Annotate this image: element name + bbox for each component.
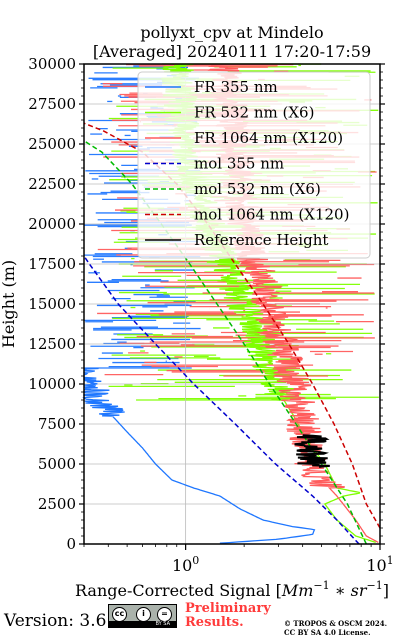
y-tick-label: 22500: [28, 175, 76, 193]
y-tick-label: 5000: [38, 455, 76, 473]
series-reference-height: [294, 434, 330, 469]
x-tick-label: 100: [172, 554, 199, 575]
legend-label: Reference Height: [194, 231, 328, 249]
y-tick-label: 2500: [38, 495, 76, 513]
legend-label: mol 355 nm: [194, 155, 284, 173]
cc-icon: cc: [112, 607, 127, 622]
x-axis-label: Range-Corrected Signal [Mm−1 ∗ sr−1]: [75, 579, 389, 600]
chart-title: pollyxt_cpv at Mindelo: [140, 23, 323, 42]
y-tick-label: 7500: [38, 415, 76, 433]
series-mol-355-nm: [83, 255, 360, 545]
chart-subtitle: [Averaged] 20240111 17:20-17:59: [93, 42, 371, 61]
chart-svg: 0 2500 5000 7500 10000 12500 15000 17500 20000 22…: [0, 23, 394, 600]
copyright-line2: CC BY SA 4.0 License.: [284, 628, 371, 637]
copyright-line1: © TROPOS & OSCM 2024.: [284, 619, 388, 628]
legend-label: mol 1064 nm (X120): [194, 206, 349, 224]
copyright-notice: © TROPOS & OSCM 2024. CC BY SA 4.0 Licen…: [284, 619, 387, 637]
version-label: Version: 3.6: [4, 611, 107, 631]
by-icon: i: [136, 607, 151, 622]
x-axis-label-text: Range-Corrected Signal [: [75, 581, 282, 600]
y-tick-label: 30000: [28, 55, 76, 73]
series-fr-355-nm: [82, 367, 316, 544]
y-axis-label: Height (m): [0, 260, 18, 348]
y-tick-label: 20000: [28, 215, 76, 233]
legend-label: FR 355 nm: [194, 78, 278, 96]
y-tick-label: 12500: [28, 335, 76, 353]
y-tick-label: 0: [66, 535, 76, 553]
legend-label: FR 532 nm (X6): [194, 104, 314, 122]
preliminary-line2: Results.: [185, 615, 244, 630]
y-tick-label: 25000: [28, 135, 76, 153]
series-mol-532-nm-x6: [83, 140, 367, 545]
preliminary-line1: Preliminary: [185, 601, 271, 616]
legend-box: [137, 71, 371, 259]
cc-badge-text: BY SA: [109, 621, 176, 627]
legend-label: FR 1064 nm (X120): [194, 129, 343, 147]
y-tick-label: 10000: [28, 375, 76, 393]
y-tick-label: 17500: [28, 255, 76, 273]
y-tick-label: 15000: [28, 295, 76, 313]
preliminary-notice: Preliminary Results.: [185, 602, 271, 630]
legend-label: mol 532 nm (X6): [194, 180, 321, 198]
sa-icon: =: [157, 607, 172, 622]
x-tick-label: 101: [366, 554, 393, 575]
y-tick-label: 27500: [28, 95, 76, 113]
cc-license-badge[interactable]: cc i = BY SA: [108, 604, 177, 628]
